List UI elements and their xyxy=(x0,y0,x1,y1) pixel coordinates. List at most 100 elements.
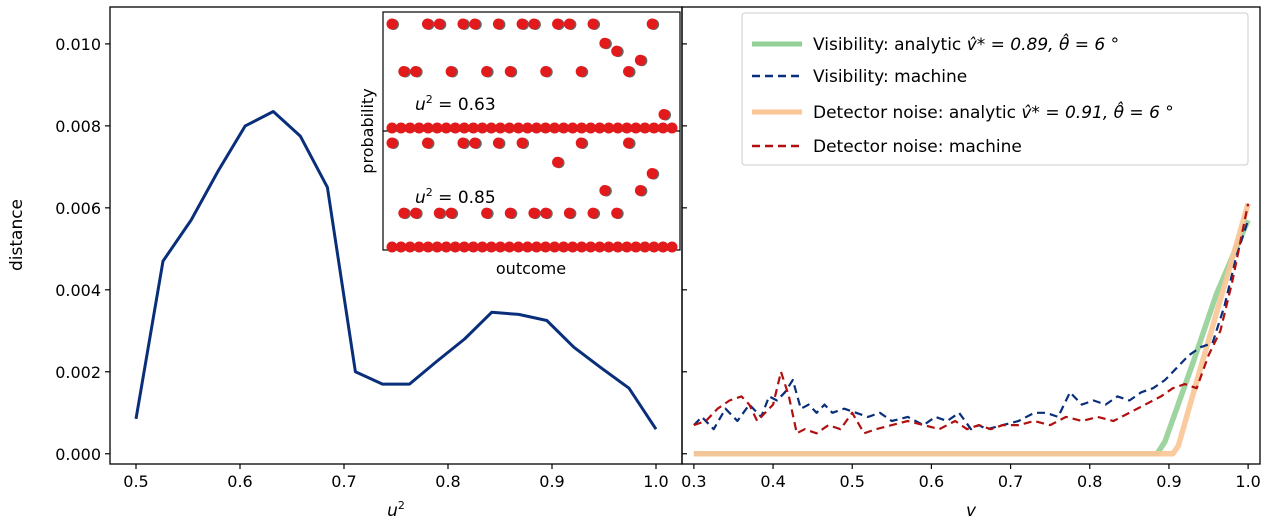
inset-point xyxy=(457,137,469,149)
x-tick-label: 0.7 xyxy=(998,472,1023,491)
inset-baseline-point xyxy=(521,122,533,134)
inset-baseline-point xyxy=(458,241,470,253)
right-plot-frame xyxy=(681,6,1261,465)
inset-baseline-point xyxy=(467,241,479,253)
inset-baseline-point xyxy=(567,122,579,134)
left-x-axis-label-var: u xyxy=(387,501,398,521)
x-tick-label: 0.3 xyxy=(681,472,706,491)
inset-point xyxy=(398,207,410,219)
inset-baseline-point xyxy=(603,241,615,253)
inset-baseline-point xyxy=(585,122,597,134)
inset-baseline-point xyxy=(567,241,579,253)
inset-point xyxy=(481,207,493,219)
inset-point xyxy=(469,137,481,149)
inset-baseline-point xyxy=(476,122,488,134)
inset-baseline-point xyxy=(603,122,615,134)
inset-baseline-point xyxy=(386,122,398,134)
x-tick-label: 1.0 xyxy=(1235,472,1260,491)
distance-curve xyxy=(134,110,658,431)
left-y-ticks: 0.000 0.002 0.004 0.006 0.008 0.010 xyxy=(55,35,687,464)
inset-point xyxy=(646,168,658,180)
left-x-ticks: 0.5 0.6 0.7 0.8 0.9 1.0 xyxy=(123,464,669,491)
inset-baseline-point xyxy=(576,241,588,253)
inset-baseline-point xyxy=(639,122,651,134)
inset-point xyxy=(481,66,493,77)
inset-point xyxy=(611,207,623,219)
inset-point xyxy=(421,18,433,30)
legend-label: Detector noise: analytic v̂* = 0.91, θ̂ … xyxy=(813,100,1174,123)
inset-baseline-point xyxy=(657,122,669,134)
inset-point xyxy=(433,18,445,30)
right-x-ticks: 0.3 0.4 0.5 0.6 0.7 0.8 0.9 1.0 xyxy=(681,464,1261,491)
inset-point xyxy=(528,207,540,219)
inset-baseline-point xyxy=(395,122,407,134)
inset-baseline-point xyxy=(431,122,443,134)
inset-baseline-point xyxy=(621,122,633,134)
inset-point xyxy=(421,137,433,149)
y-tick-label: 0.002 xyxy=(55,363,101,382)
inset-baseline-point xyxy=(531,122,543,134)
inset-point xyxy=(623,66,635,77)
inset-baseline-point xyxy=(648,241,660,253)
inset-baseline-point xyxy=(422,122,434,134)
y-tick-label: 0.004 xyxy=(55,281,101,300)
visibility-machine-line xyxy=(693,219,1250,431)
inset-baseline-point xyxy=(648,122,660,134)
inset-baseline-point xyxy=(413,122,425,134)
inset-baseline-point xyxy=(404,241,416,253)
inset-point xyxy=(634,185,646,196)
x-tick-label: 0.9 xyxy=(539,472,564,491)
inset-baseline-point xyxy=(657,241,669,253)
inset-point xyxy=(528,18,540,30)
inset-point xyxy=(552,18,564,30)
inset-baseline-point xyxy=(386,241,398,253)
legend-label: Visibility: machine xyxy=(813,67,967,87)
x-tick-label: 0.8 xyxy=(435,472,460,491)
inset-annotation-bottom: u2 = 0.85 xyxy=(415,186,496,208)
inset-point xyxy=(516,137,528,149)
inset-baseline-point xyxy=(440,122,452,134)
inset-baseline-point xyxy=(576,122,588,134)
inset-baseline-point xyxy=(531,241,543,253)
inset-point xyxy=(504,66,516,77)
inset-baseline-point xyxy=(449,122,461,134)
inset-baseline-point xyxy=(494,241,506,253)
inset-baseline-point xyxy=(558,241,570,253)
inset-point xyxy=(504,207,516,219)
inset-baseline-point xyxy=(440,241,452,253)
inset-baseline-point xyxy=(485,122,497,134)
inset-point xyxy=(599,185,611,196)
inset-baseline-point xyxy=(431,241,443,253)
inset-baseline-point xyxy=(404,122,416,134)
inset-baseline-point xyxy=(666,122,678,134)
inset-baseline-point xyxy=(413,241,425,253)
inset-baseline-point xyxy=(639,241,651,253)
inset: u2 = 0.63 u2 = 0.85 outcome probability xyxy=(358,11,681,278)
inset-baseline-point xyxy=(422,241,434,253)
inset-baseline-point xyxy=(395,241,407,253)
inset-baseline-point xyxy=(512,241,524,253)
right-series xyxy=(693,202,1251,457)
inset-baseline-point xyxy=(458,122,470,134)
x-tick-label: 0.5 xyxy=(123,472,148,491)
inset-points xyxy=(386,18,678,253)
inset-baseline-point xyxy=(594,241,606,253)
inset-baseline-point xyxy=(476,241,488,253)
x-tick-label: 0.5 xyxy=(840,472,865,491)
inset-baseline-point xyxy=(558,122,570,134)
legend-label: Detector noise: machine xyxy=(813,137,1022,157)
inset-point xyxy=(386,18,398,30)
y-tick-label: 0.006 xyxy=(55,199,101,218)
inset-baseline-point xyxy=(630,241,642,253)
inset-baseline-point xyxy=(494,122,506,134)
inset-baseline-point xyxy=(549,241,561,253)
left-x-axis-label-sup: 2 xyxy=(398,499,405,512)
inset-point xyxy=(587,18,599,30)
x-tick-label: 0.8 xyxy=(1077,472,1102,491)
inset-baseline-point xyxy=(621,241,633,253)
inset-point xyxy=(646,18,658,30)
inset-baseline-point xyxy=(521,241,533,253)
detector-analytic-line xyxy=(693,202,1251,457)
right-x-axis-label: v xyxy=(966,501,977,521)
x-tick-label: 0.7 xyxy=(331,472,356,491)
